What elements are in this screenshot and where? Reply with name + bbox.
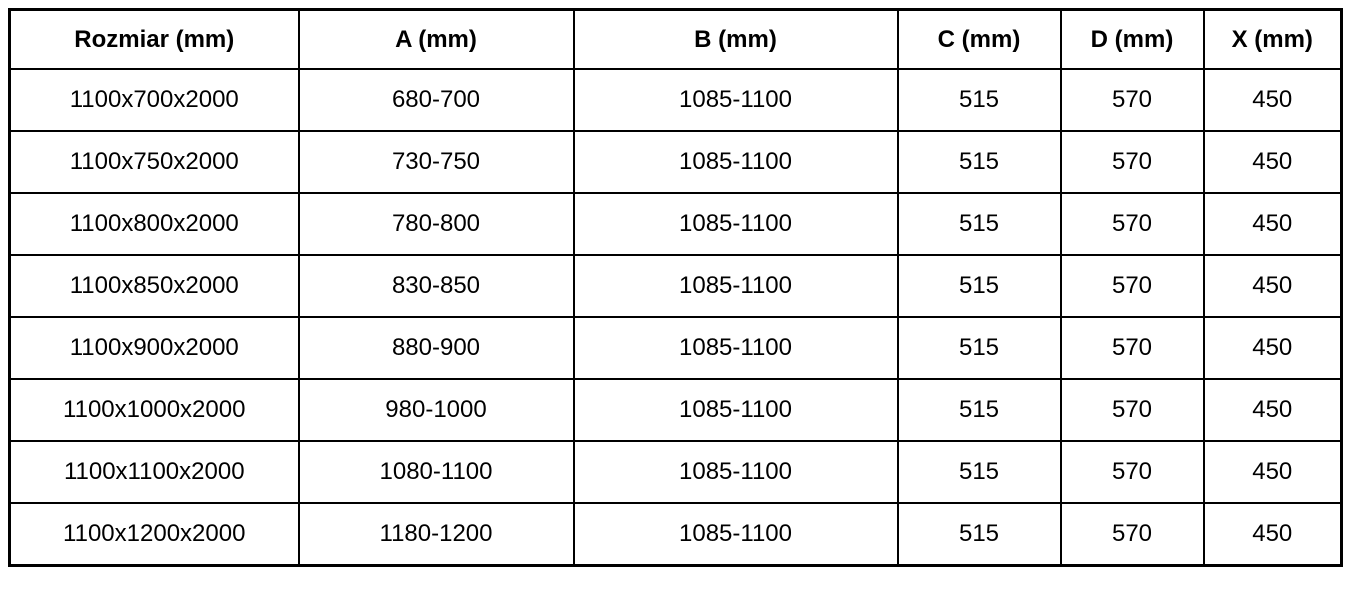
cell-x: 450 — [1202, 130, 1343, 194]
cell-c: 515 — [896, 192, 1062, 256]
cell-b: 1085-1100 — [572, 378, 899, 442]
cell-x: 450 — [1202, 316, 1343, 380]
column-header-a: A (mm) — [297, 8, 575, 70]
cell-a: 680-700 — [297, 68, 575, 132]
table-row: 1100x800x2000 780-800 1085-1100 515 570 … — [8, 192, 1343, 256]
cell-d: 570 — [1059, 502, 1205, 567]
cell-c: 515 — [896, 316, 1062, 380]
header-row: Rozmiar (mm) A (mm) B (mm) C (mm) D (mm)… — [8, 8, 1343, 70]
cell-d: 570 — [1059, 440, 1205, 504]
cell-b: 1085-1100 — [572, 254, 899, 318]
cell-d: 570 — [1059, 254, 1205, 318]
cell-rozmiar: 1100x700x2000 — [8, 68, 300, 132]
cell-a: 880-900 — [297, 316, 575, 380]
cell-rozmiar: 1100x900x2000 — [8, 316, 300, 380]
cell-b: 1085-1100 — [572, 68, 899, 132]
cell-b: 1085-1100 — [572, 192, 899, 256]
cell-b: 1085-1100 — [572, 502, 899, 567]
cell-c: 515 — [896, 440, 1062, 504]
column-header-d: D (mm) — [1059, 8, 1205, 70]
cell-rozmiar: 1100x1200x2000 — [8, 502, 300, 567]
cell-x: 450 — [1202, 254, 1343, 318]
cell-d: 570 — [1059, 130, 1205, 194]
cell-a: 730-750 — [297, 130, 575, 194]
cell-b: 1085-1100 — [572, 130, 899, 194]
cell-rozmiar: 1100x800x2000 — [8, 192, 300, 256]
cell-a: 830-850 — [297, 254, 575, 318]
cell-c: 515 — [896, 130, 1062, 194]
cell-b: 1085-1100 — [572, 316, 899, 380]
cell-rozmiar: 1100x850x2000 — [8, 254, 300, 318]
column-header-rozmiar: Rozmiar (mm) — [8, 8, 300, 70]
dimensions-table: Rozmiar (mm) A (mm) B (mm) C (mm) D (mm)… — [8, 8, 1343, 567]
cell-rozmiar: 1100x1100x2000 — [8, 440, 300, 504]
column-header-c: C (mm) — [896, 8, 1062, 70]
table-row: 1100x1200x2000 1180-1200 1085-1100 515 5… — [8, 502, 1343, 567]
cell-a: 780-800 — [297, 192, 575, 256]
cell-d: 570 — [1059, 68, 1205, 132]
table-row: 1100x1100x2000 1080-1100 1085-1100 515 5… — [8, 440, 1343, 504]
cell-x: 450 — [1202, 502, 1343, 567]
table-row: 1100x1000x2000 980-1000 1085-1100 515 57… — [8, 378, 1343, 442]
table-row: 1100x750x2000 730-750 1085-1100 515 570 … — [8, 130, 1343, 194]
cell-d: 570 — [1059, 316, 1205, 380]
cell-x: 450 — [1202, 378, 1343, 442]
cell-d: 570 — [1059, 192, 1205, 256]
column-header-b: B (mm) — [572, 8, 899, 70]
cell-b: 1085-1100 — [572, 440, 899, 504]
table-row: 1100x850x2000 830-850 1085-1100 515 570 … — [8, 254, 1343, 318]
cell-a: 980-1000 — [297, 378, 575, 442]
cell-a: 1180-1200 — [297, 502, 575, 567]
cell-c: 515 — [896, 378, 1062, 442]
cell-c: 515 — [896, 502, 1062, 567]
cell-rozmiar: 1100x1000x2000 — [8, 378, 300, 442]
cell-x: 450 — [1202, 192, 1343, 256]
table-row: 1100x900x2000 880-900 1085-1100 515 570 … — [8, 316, 1343, 380]
cell-d: 570 — [1059, 378, 1205, 442]
cell-x: 450 — [1202, 68, 1343, 132]
cell-x: 450 — [1202, 440, 1343, 504]
cell-c: 515 — [896, 254, 1062, 318]
cell-rozmiar: 1100x750x2000 — [8, 130, 300, 194]
cell-a: 1080-1100 — [297, 440, 575, 504]
table-row: 1100x700x2000 680-700 1085-1100 515 570 … — [8, 68, 1343, 132]
cell-c: 515 — [896, 68, 1062, 132]
column-header-x: X (mm) — [1202, 8, 1343, 70]
